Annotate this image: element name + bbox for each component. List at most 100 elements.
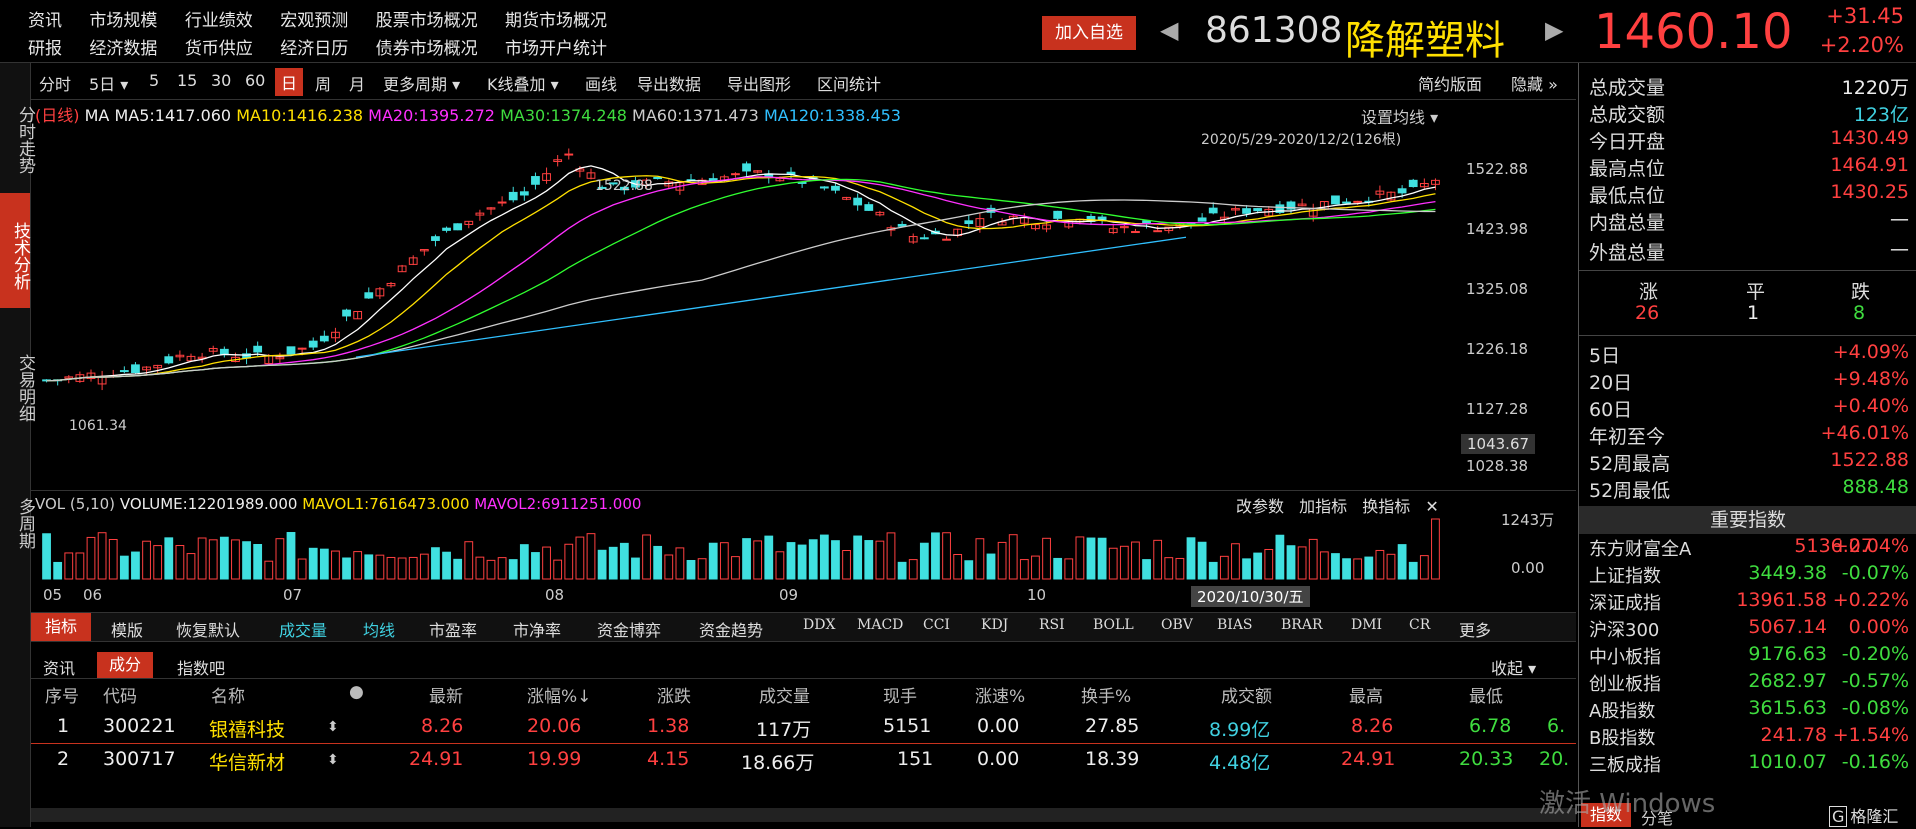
swap-indicator-button[interactable]: 换指标 bbox=[1362, 497, 1411, 516]
col-header[interactable]: 涨幅%↓ bbox=[527, 687, 592, 707]
volume-bar bbox=[1353, 558, 1363, 580]
nav-item[interactable]: 债券市场概况 bbox=[375, 39, 478, 59]
prev-stock-icon[interactable]: ◀ bbox=[1160, 16, 1179, 44]
toolbar-item[interactable]: 更多周期 ▾ bbox=[383, 75, 461, 94]
nav-item[interactable]: 货币供应 bbox=[184, 39, 253, 59]
indicator-tab[interactable]: 市净率 bbox=[513, 621, 562, 640]
indicator-tab[interactable]: 恢复默认 bbox=[176, 621, 241, 640]
index-row[interactable]: 三板成指 1010.07 -0.16% bbox=[1589, 751, 1909, 777]
toolbar-item[interactable]: 分时 bbox=[39, 75, 72, 94]
horizontal-scrollbar[interactable] bbox=[31, 808, 1576, 822]
nav-item[interactable]: 研报 bbox=[28, 39, 62, 59]
nav-item[interactable]: 市场规模 bbox=[89, 11, 158, 31]
nav-item[interactable]: 资讯 bbox=[28, 11, 62, 31]
toolbar-item[interactable]: 周 bbox=[315, 75, 332, 94]
indicator-tab[interactable]: KDJ bbox=[981, 617, 1009, 633]
col-header[interactable]: 涨跌 bbox=[657, 687, 691, 707]
col-header[interactable]: 序号 bbox=[45, 687, 79, 707]
add-indicator-button[interactable]: 加指标 bbox=[1299, 497, 1348, 516]
close-icon[interactable]: ✕ bbox=[1425, 497, 1439, 516]
toolbar-item[interactable]: 60 bbox=[245, 71, 266, 90]
indicator-tab-more[interactable]: 更多 bbox=[1459, 621, 1492, 640]
col-header[interactable]: 最低 bbox=[1469, 687, 1503, 707]
col-header[interactable]: 成交量 bbox=[759, 687, 810, 707]
tab-intraday[interactable]: 分时走势 bbox=[15, 106, 35, 174]
index-row[interactable]: 深证成指 13961.58 +0.22% bbox=[1589, 589, 1909, 615]
toolbar-item[interactable]: 15 bbox=[177, 71, 198, 90]
col-header[interactable]: 成交额 bbox=[1221, 687, 1272, 707]
divider bbox=[1579, 270, 1916, 271]
nav-item[interactable]: 经济数据 bbox=[89, 39, 158, 59]
nav-item[interactable]: 股票市场概况 bbox=[375, 11, 478, 31]
indicator-tab[interactable]: 市盈率 bbox=[429, 621, 478, 640]
indicator-tab[interactable]: CR bbox=[1409, 617, 1431, 633]
collapse-button[interactable]: 收起 ▾ bbox=[1491, 659, 1537, 678]
index-row[interactable]: B股指数 241.78 +1.54% bbox=[1589, 724, 1909, 750]
indicator-tab[interactable]: RSI bbox=[1039, 617, 1065, 633]
nav-item[interactable]: 期货市场概况 bbox=[505, 11, 608, 31]
indicator-tab[interactable]: BIAS bbox=[1217, 617, 1253, 633]
indicator-tab[interactable]: BOLL bbox=[1093, 617, 1134, 633]
change-params-button[interactable]: 改参数 bbox=[1236, 497, 1285, 516]
sort-arrows-icon[interactable]: ⬍ bbox=[327, 719, 339, 735]
col-header[interactable]: 换手% bbox=[1081, 687, 1132, 707]
nav-item[interactable]: 市场开户统计 bbox=[505, 39, 608, 59]
period-value: +4.09% bbox=[1832, 341, 1909, 363]
indicator-tab[interactable]: 资金博弈 bbox=[597, 621, 662, 640]
indicator-tab[interactable]: BRAR bbox=[1281, 617, 1323, 633]
col-header[interactable]: 涨速% bbox=[975, 687, 1026, 707]
sort-arrows-icon[interactable]: ⬍ bbox=[327, 752, 339, 768]
table-row[interactable]: 1 300221 银禧科技 ⬍ 8.26 20.06 1.38 117万 515… bbox=[31, 713, 1576, 744]
indicator-tab-active[interactable]: 指标 bbox=[31, 613, 92, 641]
list-tab-news[interactable]: 资讯 bbox=[43, 659, 76, 678]
ma-settings-dropdown[interactable]: 设置均线 ▾ bbox=[1361, 108, 1439, 127]
list-tab-forum[interactable]: 指数吧 bbox=[177, 659, 226, 678]
toolbar-item[interactable]: 画线 bbox=[585, 75, 618, 94]
toolbar-item-day-active[interactable]: 日 bbox=[275, 68, 304, 96]
bottom-tab-ticks[interactable]: 分笔 bbox=[1641, 809, 1674, 828]
col-header[interactable]: 最新 bbox=[429, 687, 463, 707]
col-header[interactable]: 名称 bbox=[211, 687, 245, 707]
index-row[interactable]: 上证指数 3449.38 -0.07% bbox=[1589, 562, 1909, 588]
list-tab-constituents[interactable]: 成分 bbox=[97, 652, 154, 678]
toolbar-item[interactable]: 导出图形 bbox=[727, 75, 792, 94]
nav-item[interactable]: 行业绩效 bbox=[184, 11, 253, 31]
index-row[interactable]: A股指数 3615.63 -0.08% bbox=[1589, 697, 1909, 723]
toolbar-item[interactable]: 5 bbox=[149, 71, 160, 90]
indicator-tab[interactable]: 成交量 bbox=[279, 621, 328, 640]
toolbar-item[interactable]: 导出数据 bbox=[637, 75, 702, 94]
add-watchlist-button[interactable]: 加入自选 bbox=[1042, 16, 1136, 50]
tab-technical-analysis[interactable]: 技术分析 bbox=[0, 193, 30, 308]
toolbar-item[interactable]: 5日 ▾ bbox=[89, 75, 129, 94]
tab-multi-period[interactable]: 多周期 bbox=[15, 497, 35, 549]
kline-chart[interactable]: (日线) MA MA5:1417.060 MA10:1416.238 MA20:… bbox=[31, 100, 1576, 480]
volume-panel[interactable]: VOL (5,10) VOLUME:12201989.000 MAVOL1:76… bbox=[31, 490, 1576, 583]
index-row[interactable]: 沪深300 5067.14 0.00% bbox=[1589, 616, 1909, 642]
toolbar-item[interactable]: K线叠加 ▾ bbox=[487, 75, 559, 94]
hide-button[interactable]: 隐藏 » bbox=[1511, 75, 1558, 94]
indicator-tab[interactable]: DMI bbox=[1351, 617, 1383, 633]
index-row[interactable]: 东方财富全A 5136.27 +0.04% bbox=[1589, 535, 1909, 561]
col-header[interactable]: 现手 bbox=[883, 687, 917, 707]
simple-layout-button[interactable]: 简约版面 bbox=[1418, 75, 1483, 94]
index-row[interactable]: 中小板指 9176.63 -0.20% bbox=[1589, 643, 1909, 669]
toolbar-item[interactable]: 月 bbox=[349, 75, 366, 94]
table-row[interactable]: 2 300717 华信新材 ⬍ 24.91 19.99 4.15 18.66万 … bbox=[31, 746, 1576, 776]
nav-item[interactable]: 经济日历 bbox=[280, 39, 349, 59]
nav-item[interactable]: 宏观预测 bbox=[280, 11, 349, 31]
indicator-tab[interactable]: 模版 bbox=[111, 621, 144, 640]
indicator-tab[interactable]: DDX bbox=[803, 617, 836, 633]
indicator-tab[interactable]: CCI bbox=[923, 617, 950, 633]
col-header[interactable]: 最高 bbox=[1349, 687, 1383, 707]
indicator-tab[interactable]: OBV bbox=[1161, 617, 1193, 633]
toolbar-item[interactable]: 30 bbox=[211, 71, 232, 90]
toolbar-item[interactable]: 区间统计 bbox=[817, 75, 882, 94]
tab-trade-detail[interactable]: 交易明细 bbox=[15, 354, 35, 422]
bottom-tab-index[interactable]: 指数 bbox=[1581, 803, 1631, 827]
indicator-tab[interactable]: 均线 bbox=[363, 621, 396, 640]
col-header[interactable]: 代码 bbox=[103, 687, 137, 707]
indicator-tab[interactable]: MACD bbox=[857, 617, 904, 633]
index-row[interactable]: 创业板指 2682.97 -0.57% bbox=[1589, 670, 1909, 696]
indicator-tab[interactable]: 资金趋势 bbox=[699, 621, 764, 640]
next-stock-icon[interactable]: ▶ bbox=[1545, 16, 1564, 44]
